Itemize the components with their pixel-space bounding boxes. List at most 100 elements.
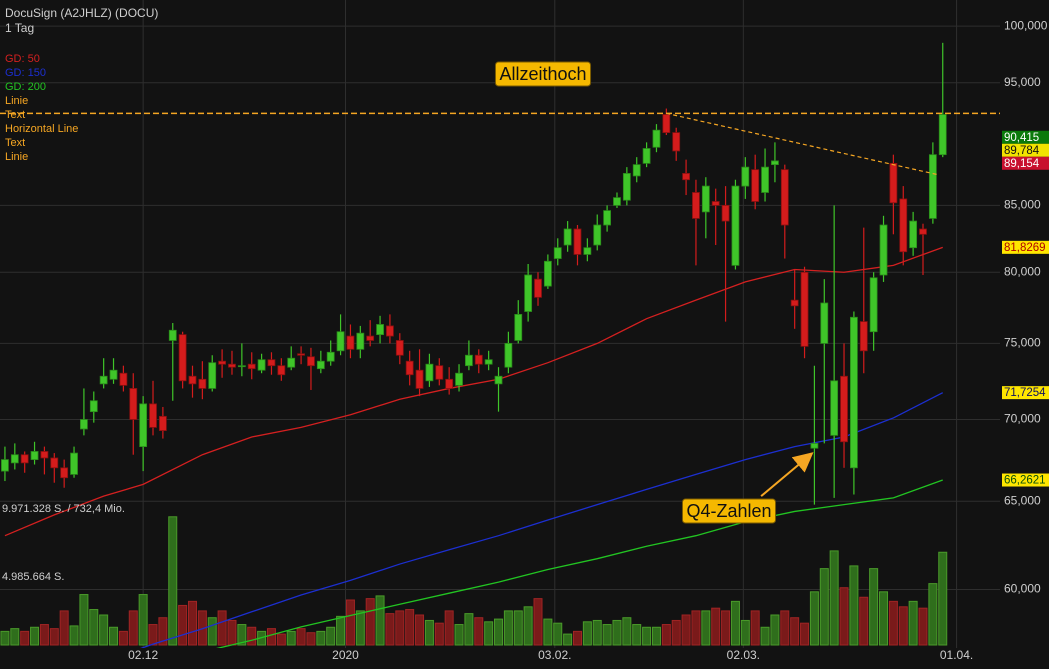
- volume-bar: [296, 628, 306, 646]
- candle-body: [632, 164, 641, 177]
- candle-body: [593, 224, 602, 246]
- candle-body: [771, 160, 779, 166]
- price-marker: [1002, 473, 1049, 487]
- volume-bar: [395, 610, 405, 646]
- volume-bar: [829, 550, 839, 646]
- candle-body: [465, 354, 473, 367]
- volume-bar: [681, 614, 691, 646]
- candle-body: [40, 451, 49, 459]
- candle-body: [534, 278, 542, 298]
- candle-body: [237, 365, 246, 368]
- volume-bar: [918, 607, 928, 646]
- candle-body: [20, 454, 29, 464]
- candle-body: [909, 220, 918, 249]
- volume-bar: [563, 633, 573, 646]
- legend-entry: GD: 50: [5, 53, 40, 65]
- volume-bar: [207, 617, 217, 646]
- candle-body: [326, 351, 335, 362]
- candle-body: [277, 365, 286, 376]
- candle-body: [307, 356, 315, 367]
- candle-body: [89, 400, 98, 413]
- volume-bar: [158, 617, 168, 646]
- legend-entry: GD: 150: [5, 67, 46, 79]
- volume-bar: [651, 626, 661, 646]
- candle-body: [928, 154, 937, 219]
- volume-bar: [39, 624, 49, 646]
- moving-average-line: [140, 392, 944, 648]
- candle-body: [129, 388, 138, 420]
- candle-body: [10, 454, 19, 464]
- volume-bar: [533, 598, 543, 646]
- y-tick-label: 75,000: [1004, 336, 1041, 350]
- candle-body: [869, 277, 878, 333]
- candle-body: [810, 442, 819, 449]
- volume-bar: [79, 594, 89, 646]
- price-marker-label: 81,8269: [1004, 242, 1046, 254]
- volume-bar: [642, 626, 652, 646]
- candle-body: [840, 375, 848, 443]
- price-marker: [1002, 130, 1049, 144]
- volume-bar: [691, 610, 701, 646]
- volume-bar: [513, 610, 523, 646]
- candle-body: [622, 173, 631, 201]
- candle-body: [386, 325, 394, 337]
- annotation-text: Allzeithoch: [499, 64, 586, 84]
- candle-body: [405, 360, 414, 376]
- candle-body: [336, 331, 345, 352]
- candle-body: [455, 372, 463, 386]
- candle-body: [514, 313, 523, 341]
- volume-bar: [286, 630, 296, 646]
- volume-bar: [336, 615, 346, 646]
- volume-bar: [711, 607, 721, 646]
- volume-bar: [869, 568, 879, 646]
- volume-bar: [602, 624, 612, 646]
- candle-body: [879, 224, 888, 276]
- candle-body: [109, 369, 118, 380]
- volume-bar: [306, 632, 316, 646]
- candle-body: [761, 166, 769, 193]
- volume-bar: [217, 610, 227, 646]
- chart-subtitle: 1 Tag: [5, 21, 34, 35]
- candle-body: [445, 378, 454, 389]
- candle-body: [652, 129, 661, 148]
- volume-bar: [770, 614, 780, 646]
- candle-body: [99, 375, 108, 385]
- volume-bar: [326, 626, 336, 646]
- volume-bar: [592, 619, 602, 646]
- candle-body: [494, 375, 503, 385]
- candle-body: [70, 452, 78, 475]
- annotation-text: Q4-Zahlen: [686, 501, 771, 521]
- legend-entry: Linie: [5, 151, 28, 163]
- volume-bar: [148, 624, 158, 646]
- volume-bar: [740, 619, 750, 646]
- annotation-box: [494, 61, 592, 87]
- candle-body: [573, 228, 582, 255]
- y-tick-label: 70,000: [1004, 412, 1041, 426]
- legend: GD: 50 GD: 150 GD: 200 Linie Text Horizontal …: [5, 53, 78, 163]
- candle-body: [741, 166, 750, 187]
- legend-entry: Text: [5, 137, 25, 149]
- volume-bar: [118, 630, 128, 646]
- legend-entry: Linie: [5, 95, 28, 107]
- candle-body: [425, 363, 434, 382]
- volume-bar: [99, 614, 109, 646]
- volume-bar: [247, 626, 257, 646]
- volume-panel: [0, 516, 948, 646]
- x-tick-label: 03.02.: [538, 648, 571, 662]
- candle-body: [820, 302, 829, 344]
- volume-bar: [415, 614, 425, 646]
- candle-body: [228, 363, 236, 368]
- volume-bar: [276, 633, 286, 646]
- candle-body: [731, 185, 740, 266]
- volume-bar: [849, 565, 859, 646]
- volume-bar: [701, 610, 711, 646]
- candle-body: [662, 114, 671, 133]
- trend-line: [666, 112, 938, 176]
- candle-body: [158, 415, 167, 431]
- volume-bar: [444, 610, 454, 646]
- candle-body: [790, 299, 799, 307]
- price-marker: [1002, 156, 1049, 170]
- candle-body: [218, 360, 227, 365]
- volume-bar: [345, 599, 355, 646]
